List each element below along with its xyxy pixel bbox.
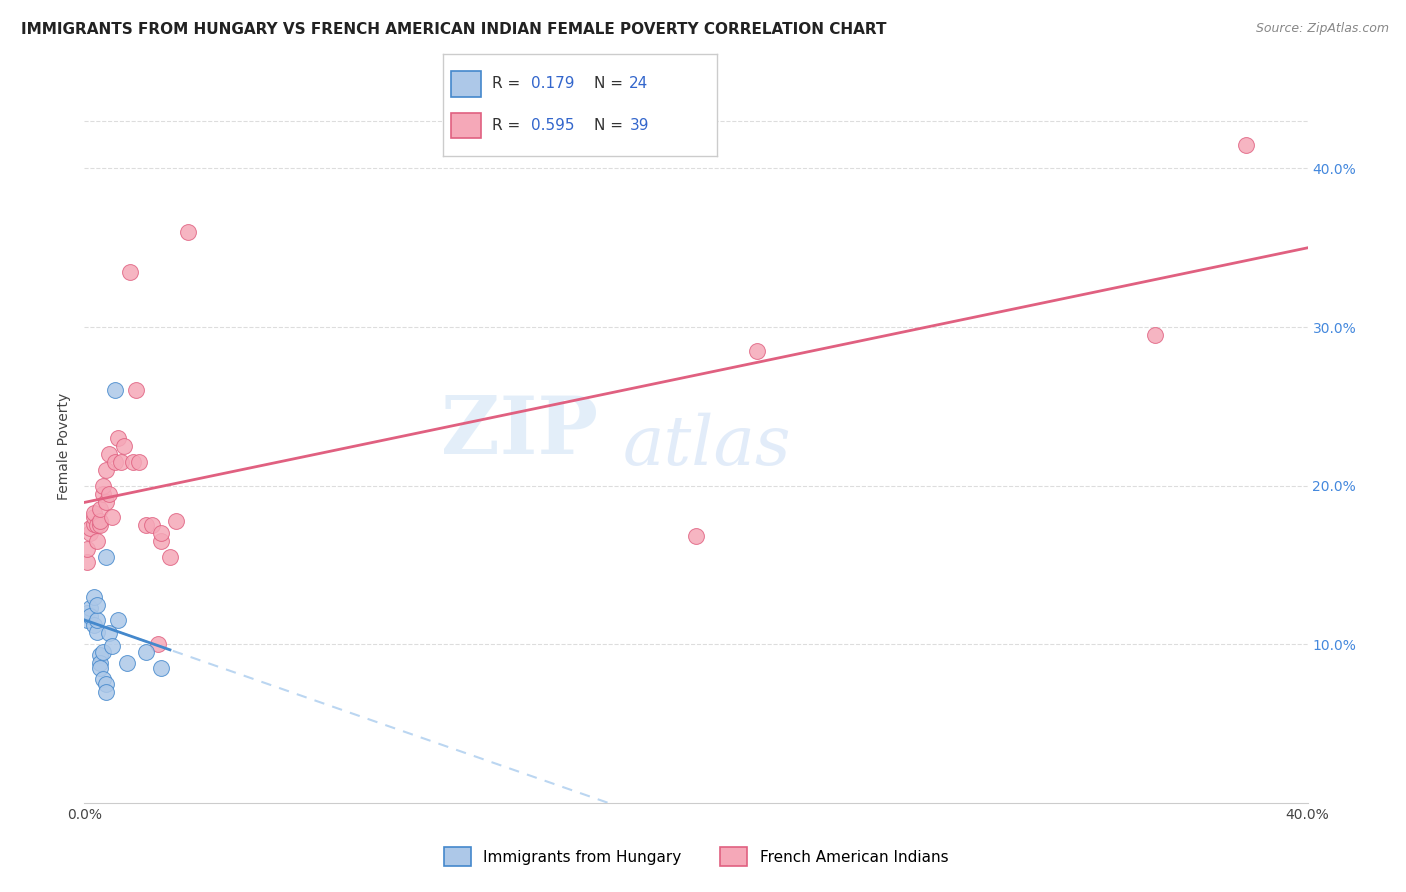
Point (91, 672, 114, 686)
Point (89, 648, 111, 663)
Point (94, 494, 117, 508)
Text: 24: 24 (630, 76, 648, 90)
Point (122, 455, 145, 469)
Point (89, 661, 111, 675)
Point (89, 502, 111, 516)
Point (135, 518, 157, 533)
Point (159, 549, 181, 564)
Point (135, 645, 157, 659)
Text: R =: R = (492, 118, 526, 133)
Point (1236, 137, 1258, 152)
Point (149, 661, 172, 675)
Point (110, 455, 132, 469)
Point (146, 637, 169, 651)
Y-axis label: Female Poverty: Female Poverty (58, 392, 72, 500)
Point (89, 657, 111, 671)
Point (79, 600, 101, 615)
Point (76, 555, 98, 569)
Point (112, 439, 135, 453)
Text: 0.595: 0.595 (530, 118, 574, 133)
Text: Source: ZipAtlas.com: Source: ZipAtlas.com (1256, 22, 1389, 36)
Text: atlas: atlas (623, 413, 792, 479)
Text: R =: R = (492, 76, 526, 90)
Point (107, 614, 129, 628)
Point (104, 455, 127, 469)
Text: N =: N = (593, 76, 627, 90)
Point (177, 225, 200, 239)
Point (91, 486, 114, 500)
Point (76, 542, 98, 557)
Point (149, 534, 172, 549)
Point (86, 614, 108, 628)
Point (165, 514, 187, 528)
Point (115, 657, 138, 671)
Point (89, 514, 111, 528)
Point (97, 486, 120, 500)
Point (125, 384, 148, 398)
Point (94, 677, 117, 691)
Point (94, 549, 117, 564)
Point (83, 590, 105, 604)
Text: ZIP: ZIP (441, 392, 598, 471)
Point (83, 510, 105, 524)
Bar (451, 71, 481, 97)
Point (685, 529, 707, 543)
Text: IMMIGRANTS FROM HUNGARY VS FRENCH AMERICAN INDIAN FEMALE POVERTY CORRELATION CHA: IMMIGRANTS FROM HUNGARY VS FRENCH AMERIC… (21, 22, 887, 37)
Point (101, 639, 124, 653)
Point (97, 447, 120, 461)
Legend: Immigrants from Hungary, French American Indians: Immigrants from Hungary, French American… (436, 839, 956, 873)
Point (141, 518, 163, 533)
Point (747, 343, 769, 358)
Point (83, 516, 105, 531)
Point (94, 685, 117, 699)
Point (120, 264, 142, 278)
Point (91, 478, 114, 492)
Point (79, 521, 101, 535)
Point (86, 598, 108, 612)
Point (86, 518, 108, 533)
Text: 0.179: 0.179 (530, 76, 574, 90)
Point (86, 624, 108, 639)
Point (79, 608, 101, 623)
Point (1143, 328, 1166, 343)
Text: N =: N = (593, 118, 627, 133)
Point (128, 455, 150, 469)
Point (89, 518, 111, 533)
Point (91, 645, 114, 659)
Point (76, 614, 98, 628)
Point (79, 526, 101, 541)
Point (83, 618, 105, 632)
Point (76, 606, 98, 620)
Point (86, 534, 108, 549)
Bar (451, 112, 481, 138)
Point (104, 384, 127, 398)
Point (101, 510, 124, 524)
Point (94, 463, 117, 477)
Point (149, 526, 172, 541)
Text: 39: 39 (630, 118, 648, 133)
Point (83, 506, 105, 520)
Point (107, 431, 129, 445)
Point (97, 626, 120, 640)
